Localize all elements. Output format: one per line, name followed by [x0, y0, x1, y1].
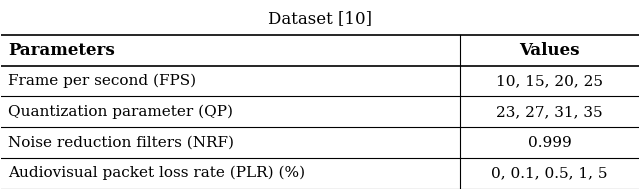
- Text: 23, 27, 31, 35: 23, 27, 31, 35: [496, 105, 603, 119]
- Text: Parameters: Parameters: [8, 42, 115, 59]
- Text: Audiovisual packet loss rate (PLR) (%): Audiovisual packet loss rate (PLR) (%): [8, 166, 305, 180]
- Text: 0.999: 0.999: [527, 135, 572, 150]
- Text: 0, 0.1, 0.5, 1, 5: 0, 0.1, 0.5, 1, 5: [491, 166, 607, 180]
- Text: Frame per second (FPS): Frame per second (FPS): [8, 74, 196, 88]
- Text: Quantization parameter (QP): Quantization parameter (QP): [8, 105, 233, 119]
- Text: Values: Values: [519, 42, 580, 59]
- Text: Dataset [10]: Dataset [10]: [268, 10, 372, 27]
- Text: Noise reduction filters (NRF): Noise reduction filters (NRF): [8, 135, 234, 150]
- Text: 10, 15, 20, 25: 10, 15, 20, 25: [496, 74, 603, 88]
